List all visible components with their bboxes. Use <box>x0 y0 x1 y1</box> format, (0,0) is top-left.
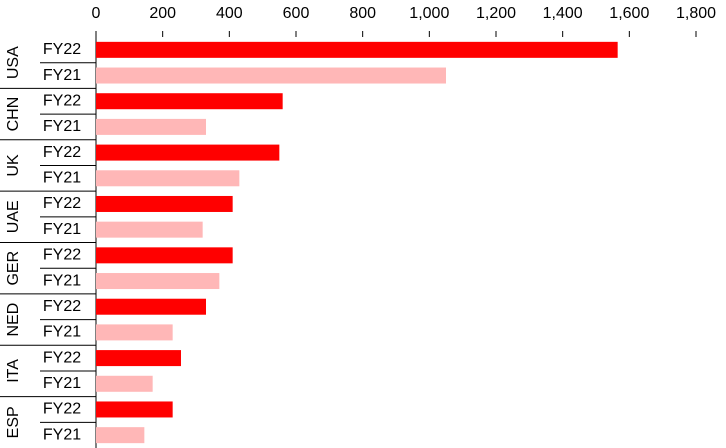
row-label: FY22 <box>43 401 81 418</box>
row-label: FY22 <box>43 41 81 58</box>
x-tick-label: 400 <box>216 5 243 22</box>
group-label: NED <box>5 303 22 337</box>
row-label: FY22 <box>43 247 81 264</box>
bar <box>96 427 145 444</box>
x-tick-label: 200 <box>149 5 176 22</box>
bar <box>96 195 233 212</box>
group-label: ESP <box>5 406 22 438</box>
x-tick-label: 800 <box>349 5 376 22</box>
bar <box>96 221 203 238</box>
bar <box>96 170 240 187</box>
row-label: FY22 <box>43 92 81 109</box>
group-label: ITA <box>5 359 22 383</box>
group-label: UK <box>5 154 22 177</box>
row-label: FY21 <box>43 67 81 84</box>
bar <box>96 247 233 264</box>
row-label: FY22 <box>43 349 81 366</box>
bar <box>96 324 173 341</box>
row-label: FY21 <box>43 170 81 187</box>
group-label: GER <box>5 251 22 286</box>
row-label: FY21 <box>43 375 81 392</box>
row-label: FY21 <box>43 272 81 289</box>
row-label: FY22 <box>43 298 81 315</box>
bar <box>96 401 173 418</box>
bar <box>96 144 280 161</box>
x-tick-label: 1,200 <box>476 5 516 22</box>
bar <box>96 41 618 58</box>
row-label: FY22 <box>43 144 81 161</box>
bar <box>96 298 206 315</box>
bar <box>96 273 220 290</box>
x-tick-label: 1,800 <box>676 5 716 22</box>
row-label: FY21 <box>43 221 81 238</box>
x-tick-label: 600 <box>283 5 310 22</box>
group-label: UAE <box>5 200 22 233</box>
x-tick-label: 1,400 <box>543 5 583 22</box>
row-label: FY21 <box>43 324 81 341</box>
x-tick-label: 1,000 <box>409 5 449 22</box>
bar <box>96 67 446 84</box>
bar <box>96 350 181 367</box>
bar <box>96 375 153 392</box>
x-tick-label: 1,600 <box>609 5 649 22</box>
bar <box>96 118 206 135</box>
row-label: FY22 <box>43 195 81 212</box>
x-tick-label: 0 <box>92 5 101 22</box>
bar <box>96 93 283 110</box>
row-label: FY21 <box>43 118 81 135</box>
group-label: USA <box>5 46 22 79</box>
group-label: CHN <box>5 97 22 132</box>
row-label: FY21 <box>43 426 81 443</box>
